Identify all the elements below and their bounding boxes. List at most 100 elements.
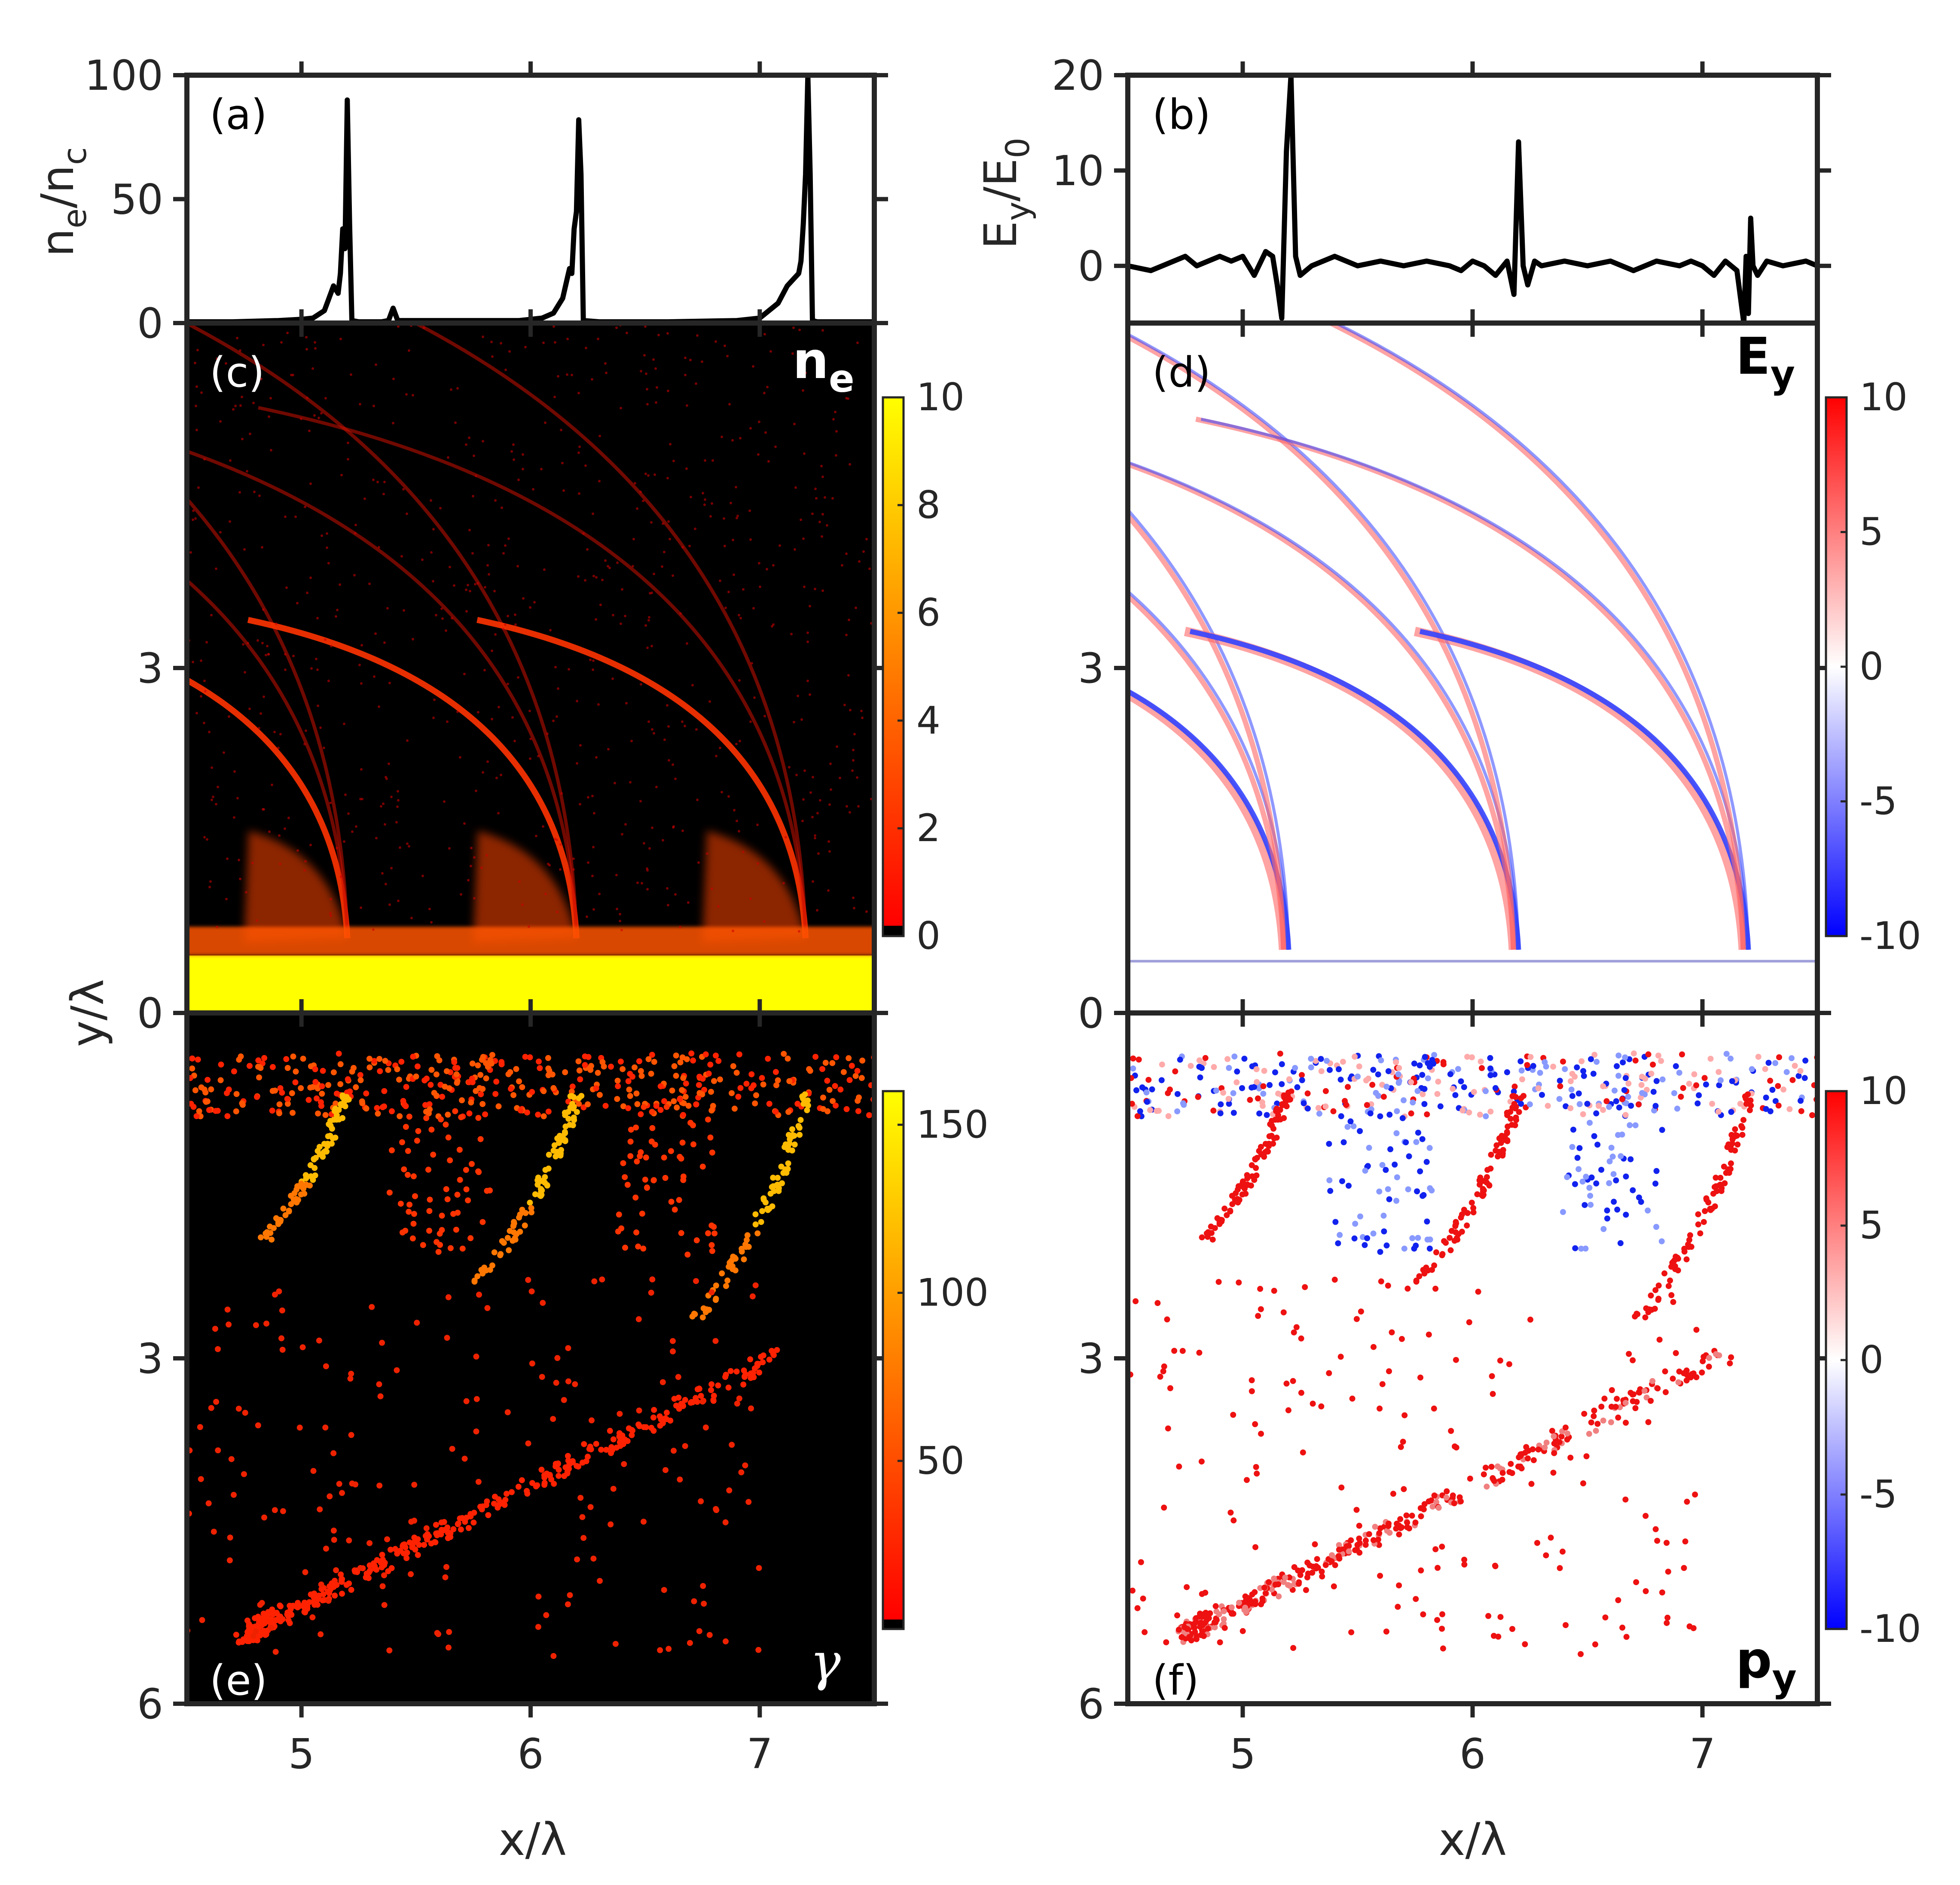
density-dot [733,573,735,576]
particle-point [454,1080,460,1086]
particle-point [1158,1077,1165,1083]
particle-point [277,1602,283,1609]
particle-point [1526,1101,1533,1107]
particle-point [1214,1215,1221,1221]
density-dot [200,391,203,394]
density-dot [821,329,824,332]
density-dot [483,669,486,671]
density-dot [556,839,558,841]
particle-point [1292,1065,1298,1071]
density-dot [440,607,443,610]
density-dot [432,528,435,531]
particle-point [1420,1091,1426,1098]
density-dot [336,847,338,849]
particle-point [824,1077,830,1084]
particle-point [1681,1245,1688,1252]
density-dot [587,796,589,799]
particle-point [1269,1586,1275,1592]
particle-point [1651,1107,1658,1114]
density-dot [423,326,425,329]
particle-point [717,1076,723,1083]
density-dot [667,904,669,906]
particle-point [1244,1172,1250,1178]
particle-point [739,1245,745,1252]
particle-point [338,1571,344,1578]
particle-point [444,1196,451,1202]
particle-point [1580,1068,1587,1074]
particle-point [377,1393,384,1400]
particle-point [198,1476,204,1482]
particle-point [712,1338,719,1344]
density-dot [532,488,534,491]
particle-point [1269,1122,1275,1129]
particle-point [411,1482,418,1488]
particle-point [1435,1565,1441,1571]
field-wave-positive [1195,416,1746,950]
xtick-label: 6 [517,1730,543,1778]
particle-point [1497,1614,1504,1620]
particle-point [1271,1575,1277,1582]
particle-point [260,1610,267,1617]
particle-point [1569,1144,1575,1150]
particle-point [1174,1091,1181,1097]
particle-point [1279,1102,1285,1108]
particle-point [1254,1079,1260,1085]
particle-point [366,1540,373,1546]
particle-point [678,1400,684,1407]
density-shell [187,578,349,939]
particle-point [1593,1110,1600,1116]
particle-point [1329,1552,1335,1559]
particle-point [1217,1639,1223,1646]
particle-point [1588,1056,1594,1062]
density-dot [757,862,759,865]
particle-point [1312,1541,1318,1547]
particle-point [1271,1287,1277,1294]
particle-point [1563,1103,1569,1110]
particle-point [1789,1077,1796,1083]
density-dot [284,827,286,830]
particle-point [673,1052,679,1059]
particle-point [242,1409,248,1416]
density-dot [642,500,644,502]
density-dot [353,574,356,576]
particle-point [320,1068,326,1074]
particle-point [1499,1133,1505,1139]
density-dot [306,592,308,594]
particle-point [1379,1162,1386,1168]
particle-point [457,1515,463,1522]
colorbar-tick-label: 10 [1859,1069,1908,1113]
particle-point [1728,1354,1734,1360]
particle-point [1163,1639,1169,1645]
particle-point [510,1229,517,1235]
density-dot [465,589,467,591]
particle-point [553,1379,559,1386]
particle-point [1716,1069,1722,1075]
particle-point [785,1160,791,1167]
particle-point [1783,1069,1790,1075]
density-dot [809,693,811,696]
particle-point [299,1344,306,1351]
particle-point [469,1060,476,1067]
xtick-label: 5 [288,1730,314,1778]
particle-point [479,1506,485,1513]
particle-point [684,1251,691,1258]
particle-point [1324,1058,1330,1064]
particle-point [272,1291,278,1298]
particle-point [682,1397,688,1403]
particle-point [348,1432,354,1438]
particle-point [339,1590,345,1597]
particle-point [833,1054,840,1061]
particle-point [256,1623,263,1629]
particle-point [525,1440,531,1447]
particle-point [1429,1057,1435,1063]
particle-point [1266,1133,1273,1140]
particle-point [483,1060,489,1066]
particle-point [1138,1559,1144,1565]
particle-point [638,1068,644,1074]
particle-point [403,1124,409,1130]
density-dot [262,808,264,811]
particle-point [403,1084,409,1090]
particle-point [1655,1052,1661,1059]
density-dot [229,459,232,462]
